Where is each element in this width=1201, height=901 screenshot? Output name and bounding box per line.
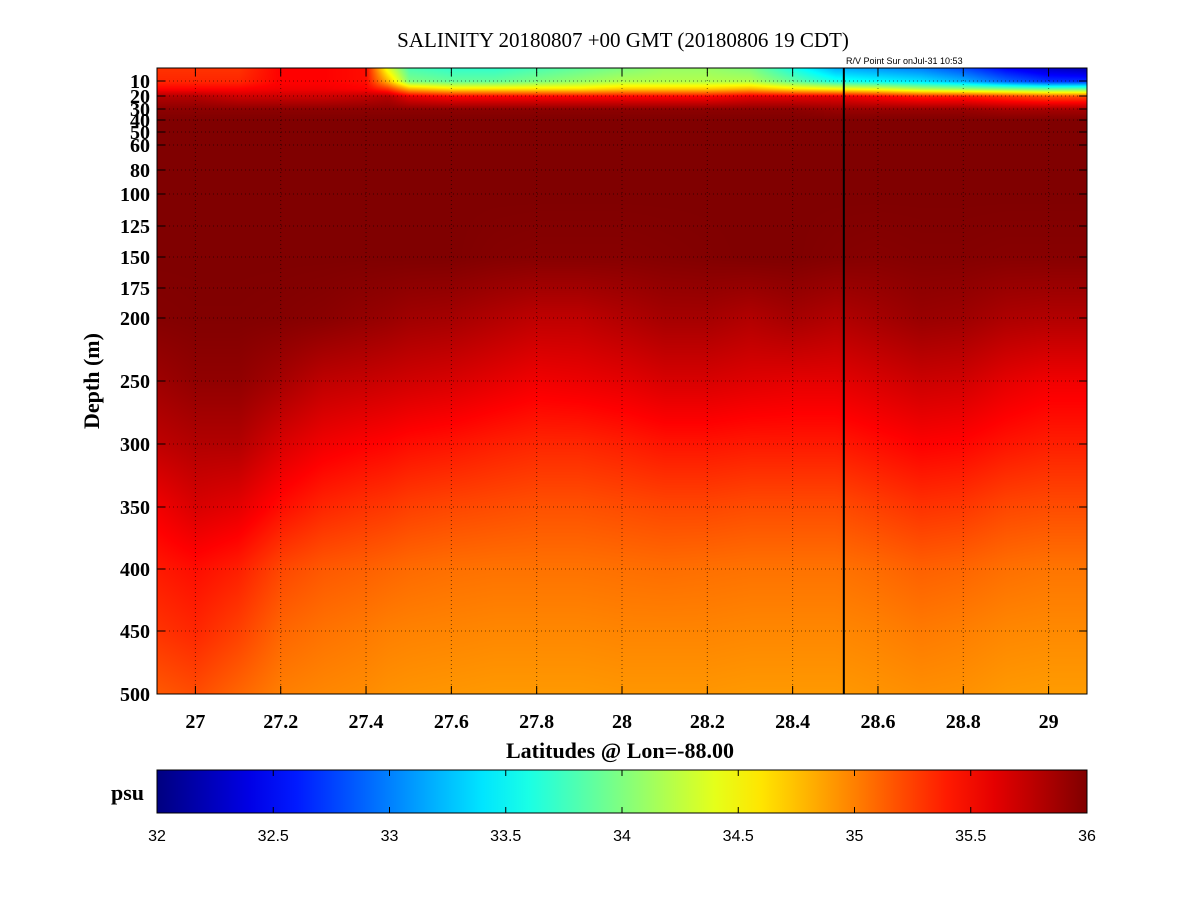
y-tick-label: 200 (120, 308, 150, 330)
x-axis-label: Latitudes @ Lon=-88.00 (506, 738, 734, 763)
colorbar-label: psu (111, 780, 144, 805)
vessel-annotation: R/V Point Sur onJul-31 10:53 (846, 56, 963, 66)
x-tick-label: 28 (612, 711, 632, 733)
y-tick-label: 80 (130, 160, 150, 182)
x-tick-label: 27.6 (434, 711, 469, 733)
y-tick-label: 500 (120, 684, 150, 706)
y-tick-label: 30 (130, 99, 150, 121)
y-tick-label: 50 (130, 122, 150, 144)
x-tick-label: 28.6 (860, 711, 895, 733)
colorbar-tick-label: 32.5 (258, 828, 289, 845)
y-tick-label: 10 (130, 71, 150, 93)
y-tick-label: 450 (120, 621, 150, 643)
x-tick-label: 27.8 (519, 711, 554, 733)
colorbar-tick-label: 33 (381, 828, 399, 845)
y-tick-label: 300 (120, 434, 150, 456)
x-tick-label: 28.4 (775, 711, 810, 733)
colorbar-tick-label: 33.5 (490, 828, 521, 845)
grid-lines (157, 68, 1087, 695)
colorbar-tick-label: 34.5 (723, 828, 754, 845)
x-tick-label: 29 (1039, 711, 1059, 733)
y-tick-label: 125 (120, 216, 150, 238)
colorbar: psu 32 32.5 33 33.5 34 34.5 35 35.5 36 (111, 769, 1096, 845)
x-tick-label: 27.4 (349, 711, 384, 733)
y-axis-label: Depth (m) (79, 333, 104, 429)
chart-title: SALINITY 20180807 +00 GMT (20180806 19 C… (397, 28, 849, 52)
x-tick-label: 28.2 (690, 711, 725, 733)
colorbar-ticks: 32 32.5 33 33.5 34 34.5 35 35.5 36 (148, 770, 1096, 845)
y-tick-label: 150 (120, 247, 150, 269)
x-axis-ticks: 27 27.2 27.4 27.6 27.8 28 28.2 28.4 28.6 28.8 29 (185, 68, 1059, 733)
colorbar-tick-label: 35 (846, 828, 864, 845)
y-tick-label: 100 (120, 184, 150, 206)
y-tick-label: 175 (120, 278, 150, 300)
colorbar-tick-label: 34 (613, 828, 631, 845)
y-tick-label: 40 (130, 110, 150, 132)
x-tick-label: 27.2 (263, 711, 298, 733)
colorbar-gradient (156, 769, 1088, 814)
y-tick-label: 60 (130, 135, 150, 157)
y-tick-label: 250 (120, 371, 150, 393)
y-tick-label: 400 (120, 559, 150, 581)
colorbar-tick-label: 32 (148, 828, 166, 845)
x-tick-label: 27 (185, 711, 205, 733)
y-tick-label: 350 (120, 497, 150, 519)
x-tick-label: 28.8 (946, 711, 981, 733)
colorbar-tick-label: 35.5 (955, 828, 986, 845)
colorbar-tick-label: 36 (1078, 828, 1096, 845)
plot-area (156, 67, 1088, 695)
y-tick-label: 20 (130, 86, 150, 108)
